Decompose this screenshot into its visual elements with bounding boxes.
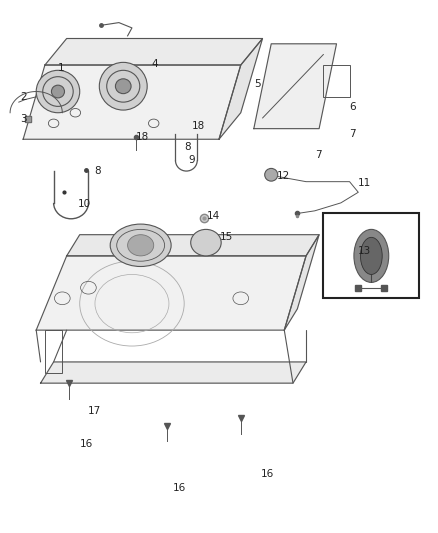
Ellipse shape — [110, 224, 171, 266]
Polygon shape — [41, 362, 306, 383]
Ellipse shape — [51, 85, 64, 98]
Polygon shape — [67, 235, 319, 256]
Text: 8: 8 — [95, 166, 101, 176]
Ellipse shape — [265, 168, 278, 181]
Text: 14: 14 — [207, 211, 220, 221]
Text: 16: 16 — [173, 483, 186, 493]
Text: 2: 2 — [21, 92, 27, 102]
Text: 13: 13 — [357, 246, 371, 256]
Polygon shape — [254, 44, 336, 128]
Ellipse shape — [127, 235, 154, 256]
Text: 11: 11 — [358, 178, 371, 188]
Text: 5: 5 — [254, 78, 261, 88]
Polygon shape — [45, 38, 262, 65]
Text: 18: 18 — [191, 121, 205, 131]
Text: 1: 1 — [58, 63, 64, 72]
Text: 16: 16 — [260, 470, 274, 479]
Polygon shape — [284, 235, 319, 330]
Polygon shape — [23, 65, 241, 139]
Bar — [45, 330, 62, 373]
Text: 15: 15 — [220, 232, 233, 242]
Text: 18: 18 — [136, 132, 149, 142]
Text: 3: 3 — [21, 114, 27, 124]
Text: 8: 8 — [184, 142, 191, 152]
Text: 7: 7 — [350, 129, 356, 139]
Ellipse shape — [116, 79, 131, 94]
Text: 17: 17 — [88, 406, 101, 416]
Text: 10: 10 — [78, 199, 91, 209]
Text: 4: 4 — [152, 59, 158, 69]
Ellipse shape — [191, 229, 221, 256]
Bar — [323, 65, 350, 97]
Ellipse shape — [36, 70, 80, 113]
Text: 7: 7 — [315, 150, 321, 160]
Ellipse shape — [354, 229, 389, 282]
Ellipse shape — [99, 62, 147, 110]
Text: 16: 16 — [80, 439, 93, 449]
Polygon shape — [36, 256, 306, 330]
Bar — [323, 214, 419, 298]
Ellipse shape — [360, 237, 382, 274]
Text: 12: 12 — [276, 172, 290, 181]
Text: 6: 6 — [350, 102, 356, 112]
Polygon shape — [219, 38, 262, 139]
Text: 9: 9 — [188, 156, 195, 165]
